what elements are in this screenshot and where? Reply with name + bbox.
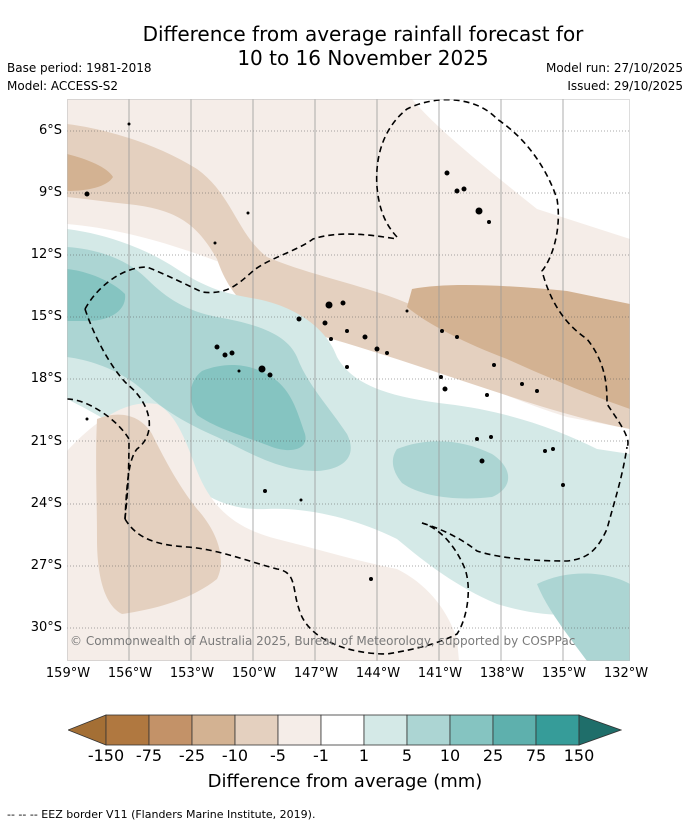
lat-label-12s: 12°S (30, 247, 62, 262)
cb-label-25: 25 (482, 746, 504, 765)
eez-borders (67, 99, 629, 655)
colorbar-seg-9 (449, 714, 494, 746)
cb-label-minus75: -75 (135, 746, 163, 765)
lat-label-6s: 6°S (38, 123, 62, 138)
lon-label-141w: 141°W (417, 666, 463, 681)
meridian-lines (128, 99, 564, 661)
islands (84, 122, 565, 581)
base-period: Base period: 1981-2018 (7, 61, 152, 75)
wet-core-center (190, 365, 306, 451)
grid-lines (67, 130, 630, 629)
cb-label-minus10: -10 (221, 746, 249, 765)
cb-label-5: 5 (401, 746, 413, 765)
lat-label-21s: 21°S (30, 434, 62, 449)
lat-label-18s: 18°S (30, 371, 62, 386)
wet-patch-east (392, 441, 509, 499)
cb-label-75: 75 (525, 746, 547, 765)
colorbar-seg-1 (105, 714, 150, 746)
map-title: Difference from average rainfall forecas… (0, 22, 690, 70)
rainfall-map (67, 99, 630, 661)
model-name: Model: ACCESS-S2 (7, 79, 119, 93)
wet-core-west (67, 269, 126, 321)
colorbar-seg-6 (320, 714, 365, 746)
colorbar-seg-2 (148, 714, 193, 746)
cb-label-minus25: -25 (178, 746, 206, 765)
colorbar-seg-5 (277, 714, 322, 746)
lon-label-135w: 135°W (541, 666, 587, 681)
copyright-credit: © Commonwealth of Australia 2025, Bureau… (70, 634, 576, 648)
lat-label-30s: 30°S (30, 620, 62, 635)
lon-label-138w: 138°W (479, 666, 525, 681)
cb-label-minus5: -5 (270, 746, 286, 765)
cb-label-10: 10 (439, 746, 461, 765)
issued-date: Issued: 29/10/2025 (567, 79, 683, 93)
wet-patch-southeast (537, 573, 630, 661)
map-frame (67, 99, 630, 661)
colorbar-seg-4 (234, 714, 279, 746)
colorbar-left-extend (68, 714, 107, 746)
colorbar-seg-7 (363, 714, 408, 746)
meta-left: Base period: 1981-2018 Model: ACCESS-S2 (7, 59, 152, 95)
lon-label-132w: 132°W (603, 666, 649, 681)
lat-label-9s: 9°S (38, 185, 62, 200)
title-line-1: Difference from average rainfall forecas… (142, 22, 584, 46)
dry-southwest-mid (96, 414, 221, 614)
eez-legend: -- -- -- EEZ border V11 (Flanders Marine… (7, 808, 316, 821)
lat-label-15s: 15°S (30, 309, 62, 324)
cb-label-1: 1 (358, 746, 370, 765)
colorbar-right-extend (578, 714, 622, 746)
lat-label-27s: 27°S (30, 558, 62, 573)
lon-label-144w: 144°W (355, 666, 401, 681)
colorbar-seg-8 (406, 714, 451, 746)
cb-label-minus150: -150 (87, 746, 125, 765)
lon-label-153w: 153°W (169, 666, 215, 681)
lon-label-150w: 150°W (231, 666, 277, 681)
dry-core-north (67, 154, 113, 191)
title-line-2: 10 to 16 November 2025 (237, 46, 489, 70)
colorbar-title: Difference from average (mm) (207, 771, 483, 792)
lon-label-159w: 159°W (45, 666, 91, 681)
model-run: Model run: 27/10/2025 (545, 61, 683, 75)
colorbar (68, 714, 622, 746)
meta-right: Model run: 27/10/2025 Issued: 29/10/2025 (546, 59, 683, 95)
colorbar-seg-11 (535, 714, 580, 746)
dry-band-mid (67, 124, 630, 429)
lon-label-156w: 156°W (107, 666, 153, 681)
dry-core-east (407, 284, 630, 409)
lat-label-24s: 24°S (30, 496, 62, 511)
colorbar-seg-10 (492, 714, 537, 746)
lon-label-147w: 147°W (293, 666, 339, 681)
cb-label-150: 150 (563, 746, 595, 765)
cb-label-minus1: -1 (313, 746, 329, 765)
colorbar-seg-3 (191, 714, 236, 746)
